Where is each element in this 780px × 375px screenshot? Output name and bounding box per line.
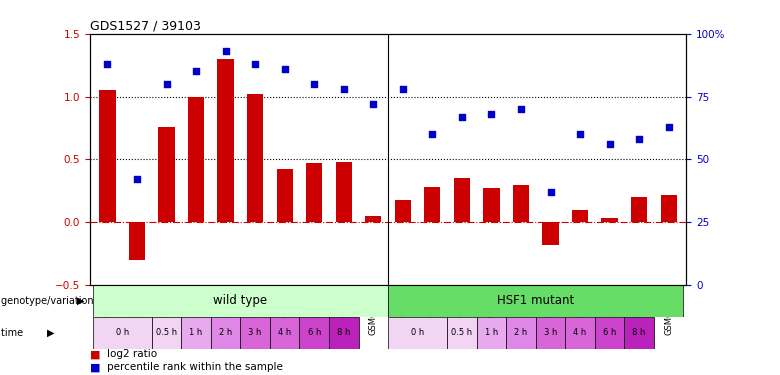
Bar	[306, 163, 322, 222]
Bar	[624, 317, 654, 349]
Bar	[365, 216, 381, 222]
Text: 4 h: 4 h	[278, 328, 291, 338]
Point	[544, 189, 557, 195]
Bar	[484, 188, 499, 222]
Bar	[631, 197, 647, 222]
Bar	[542, 222, 558, 245]
Bar	[158, 127, 175, 222]
Bar	[240, 317, 270, 349]
Bar	[329, 317, 359, 349]
Point	[190, 68, 202, 74]
Bar	[247, 94, 263, 222]
Text: genotype/variation: genotype/variation	[1, 296, 97, 306]
Point	[278, 66, 291, 72]
Point	[426, 131, 438, 137]
Point	[249, 61, 261, 67]
Bar	[506, 317, 536, 349]
Text: ▶: ▶	[77, 296, 85, 306]
Text: 0.5 h: 0.5 h	[452, 328, 473, 338]
Bar	[424, 187, 441, 222]
Bar	[388, 285, 683, 317]
Bar	[388, 317, 447, 349]
Point	[367, 101, 380, 107]
Point	[456, 114, 468, 120]
Text: ■: ■	[90, 350, 100, 359]
Text: 2 h: 2 h	[514, 328, 527, 338]
Text: GDS1527 / 39103: GDS1527 / 39103	[90, 20, 200, 33]
Bar	[595, 317, 624, 349]
Bar	[93, 317, 152, 349]
Text: 8 h: 8 h	[337, 328, 350, 338]
Text: 2 h: 2 h	[219, 328, 232, 338]
Point	[219, 48, 232, 54]
Bar	[211, 317, 240, 349]
Text: 3 h: 3 h	[249, 328, 262, 338]
Point	[515, 106, 527, 112]
Point	[633, 136, 645, 142]
Point	[604, 141, 616, 147]
Bar	[129, 222, 145, 260]
Bar	[99, 90, 115, 222]
Text: time: time	[1, 328, 26, 338]
Bar	[454, 178, 470, 222]
Text: 4 h: 4 h	[573, 328, 587, 338]
Text: ■: ■	[90, 363, 100, 372]
Bar	[152, 317, 181, 349]
Bar	[566, 317, 595, 349]
Text: log2 ratio: log2 ratio	[107, 350, 157, 359]
Bar	[300, 317, 329, 349]
Bar	[513, 184, 529, 222]
Text: 0.5 h: 0.5 h	[156, 328, 177, 338]
Text: wild type: wild type	[213, 294, 268, 307]
Text: 6 h: 6 h	[307, 328, 321, 338]
Text: 3 h: 3 h	[544, 328, 557, 338]
Bar	[270, 317, 300, 349]
Point	[131, 177, 144, 183]
Bar	[181, 317, 211, 349]
Bar	[218, 59, 234, 222]
Bar	[395, 200, 411, 222]
Bar	[536, 317, 566, 349]
Bar	[601, 218, 618, 222]
Point	[308, 81, 321, 87]
Text: ▶: ▶	[47, 328, 55, 338]
Point	[574, 131, 587, 137]
Bar	[335, 162, 352, 222]
Bar	[188, 97, 204, 222]
Bar	[477, 317, 506, 349]
Bar	[661, 195, 677, 222]
Point	[485, 111, 498, 117]
Bar	[447, 317, 477, 349]
Bar	[277, 170, 292, 222]
Text: percentile rank within the sample: percentile rank within the sample	[107, 363, 282, 372]
Text: 8 h: 8 h	[633, 328, 646, 338]
Text: 0 h: 0 h	[115, 328, 129, 338]
Bar	[572, 210, 588, 222]
Bar	[93, 285, 388, 317]
Text: 1 h: 1 h	[190, 328, 203, 338]
Text: HSF1 mutant: HSF1 mutant	[497, 294, 574, 307]
Point	[101, 61, 114, 67]
Point	[160, 81, 172, 87]
Text: 0 h: 0 h	[411, 328, 424, 338]
Point	[396, 86, 409, 92]
Text: 6 h: 6 h	[603, 328, 616, 338]
Text: 1 h: 1 h	[485, 328, 498, 338]
Point	[662, 124, 675, 130]
Point	[338, 86, 350, 92]
